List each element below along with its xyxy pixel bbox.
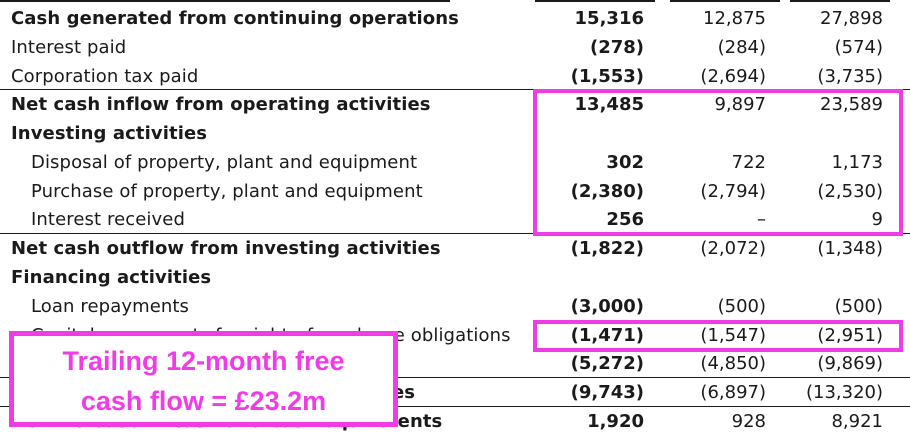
value-col-3: (2,951) [817,325,883,346]
value-col-2: 12,875 [703,8,766,29]
value-col-2: (2,694) [700,66,766,87]
table-row: Interest received 256 – 9 [0,205,910,234]
value-col-1: 13,485 [574,94,644,115]
value-col-1: (2,380) [570,181,644,202]
row-label: Net cash outflow from investing activiti… [11,238,441,259]
value-col-2: 9,897 [714,94,766,115]
row-divider [0,89,910,90]
table-row: Purchase of property, plant and equipmen… [0,177,910,206]
value-col-1: (9,743) [570,382,644,403]
value-col-3: 23,589 [820,94,883,115]
table-top-border [0,0,910,4]
row-divider [0,233,910,234]
value-col-2: (4,850) [700,353,766,374]
row-label: Interest received [31,209,185,230]
value-col-2: – [757,209,766,230]
value-col-2: (2,072) [700,238,766,259]
table-row: Interest paid (278) (284) (574) [0,33,910,62]
value-col-2: (284) [717,37,766,58]
table-row: Net cash inflow from operating activitie… [0,90,910,119]
row-divider [0,406,910,407]
value-col-2: (1,547) [700,325,766,346]
value-col-1: (3,000) [570,296,644,317]
table-row: Cash generated from continuing operation… [0,4,910,33]
value-col-1: 15,316 [574,8,644,29]
value-col-3: (13,320) [805,382,883,403]
value-col-2: (6,897) [700,382,766,403]
section-heading: Investing activities [11,123,208,144]
row-label: Loan repayments [31,296,190,317]
callout-line-1: Trailing 12-month free [62,346,345,376]
row-label: Purchase of property, plant and equipmen… [31,181,423,202]
section-heading: Financing activities [11,267,212,288]
value-col-3: (574) [834,37,883,58]
value-col-1: 1,920 [587,411,644,432]
value-col-1: (1,553) [570,66,644,87]
value-col-3: (1,348) [817,238,883,259]
value-col-3: 27,898 [820,8,883,29]
value-col-1: 256 [606,209,644,230]
value-col-1: 302 [606,152,644,173]
value-col-1: (1,822) [570,238,644,259]
value-col-3: 8,921 [831,411,883,432]
highlight-box-operating-investing [533,89,903,236]
value-col-3: (9,869) [817,353,883,374]
callout-line-2: cash flow = £23.2m [80,386,327,416]
value-col-3: (500) [834,296,883,317]
value-col-2: 722 [731,152,766,173]
row-divider [0,377,910,378]
row-label: Corporation tax paid [11,66,199,87]
free-cash-flow-callout: Trailing 12-month free cash flow = £23.2… [9,331,398,427]
row-label: Net cash inflow from operating activitie… [11,94,431,115]
table-row: Disposal of property, plant and equipmen… [0,148,910,177]
value-col-2: (500) [717,296,766,317]
value-col-3: 1,173 [831,152,883,173]
value-col-1: (5,272) [570,353,644,374]
value-col-3: (3,735) [817,66,883,87]
value-col-2: 928 [731,411,766,432]
row-label: Interest paid [11,37,127,58]
table-row: (5,272) (4,850) (9,869) [0,349,910,378]
table-row: Financing activities [0,263,910,292]
row-label: Disposal of property, plant and equipmen… [31,152,418,173]
table-row: Corporation tax paid (1,553) (2,694) (3,… [0,62,910,91]
value-col-2: (2,794) [700,181,766,202]
value-col-3: 9 [871,209,883,230]
row-label: Cash generated from continuing operation… [11,8,459,29]
table-row: es (9,743) (6,897) (13,320) [0,378,910,407]
value-col-1: (278) [589,37,644,58]
table-row: Net cash outflow from investing activiti… [0,234,910,263]
value-col-3: (2,530) [817,181,883,202]
highlight-box-lease-repayments [533,320,903,352]
table-row: Loan repayments (3,000) (500) (500) [0,292,910,321]
table-row: Investing activities [0,119,910,148]
value-col-1: (1,471) [570,325,644,346]
